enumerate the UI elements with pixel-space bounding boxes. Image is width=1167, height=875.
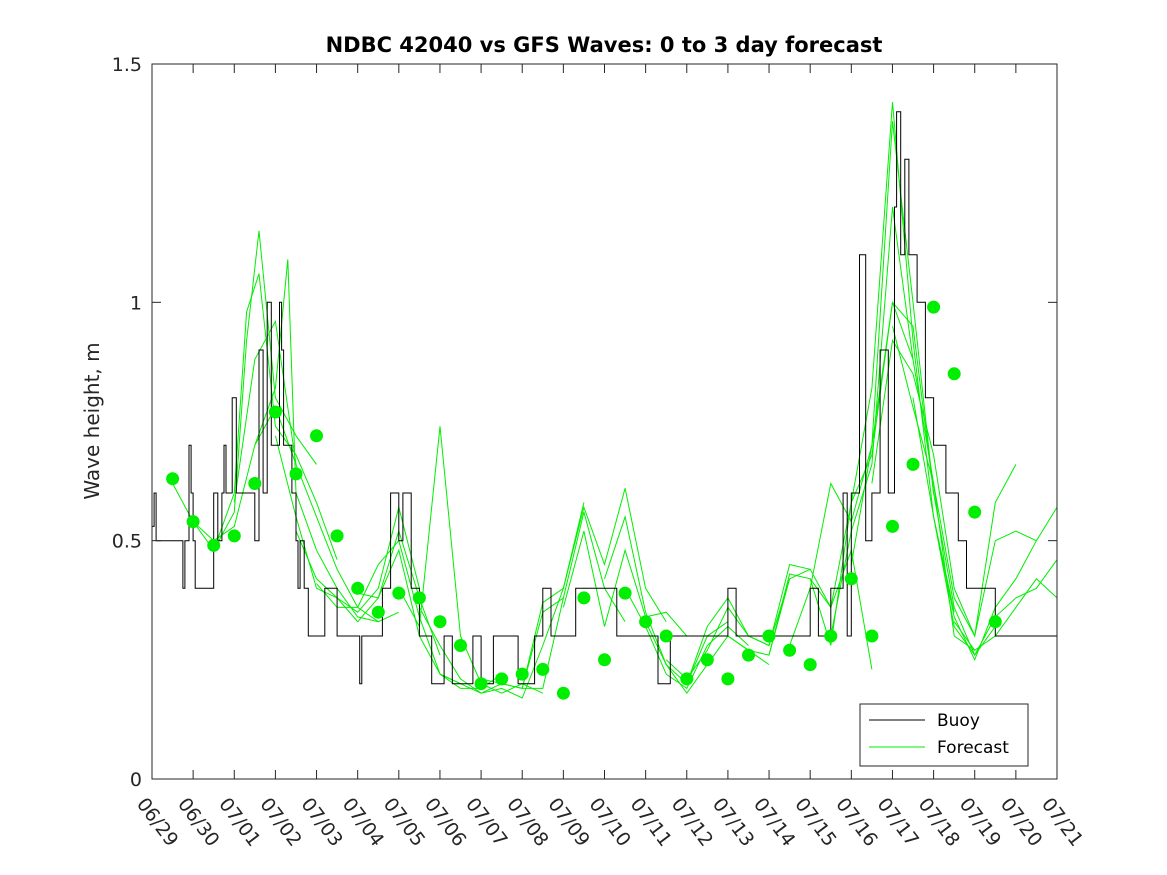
forecast-marker-13 bbox=[412, 591, 426, 605]
forecast-run-line-8 bbox=[316, 539, 461, 685]
forecast-marker-14 bbox=[433, 615, 447, 629]
forecast-marker-38 bbox=[927, 300, 941, 314]
forecast-marker-23 bbox=[618, 586, 632, 600]
forecast-marker-17 bbox=[495, 672, 509, 686]
forecast-marker-39 bbox=[947, 367, 961, 381]
forecast-marker-10 bbox=[351, 581, 365, 595]
forecast-marker-34 bbox=[844, 572, 858, 586]
forecast-run-line-31 bbox=[953, 578, 1058, 651]
y-axis-label: Wave height, m bbox=[80, 342, 104, 499]
forecast-run-line-23 bbox=[789, 121, 935, 646]
legend-buoy-label: Buoy bbox=[937, 711, 980, 731]
forecast-marker-30 bbox=[762, 629, 776, 643]
buoy-series-line bbox=[152, 111, 1057, 685]
forecast-marker-18 bbox=[515, 667, 529, 681]
forecast-marker-2 bbox=[186, 515, 200, 529]
forecast-marker-36 bbox=[886, 519, 899, 533]
forecast-marker-35 bbox=[865, 629, 879, 643]
forecast-marker-4 bbox=[227, 529, 241, 543]
forecast-marker-32 bbox=[803, 658, 817, 672]
forecast-marker-24 bbox=[639, 615, 653, 629]
forecast-marker-33 bbox=[824, 629, 838, 643]
forecast-marker-11 bbox=[371, 605, 385, 619]
y-tick-label: 1 bbox=[130, 292, 142, 314]
y-axis: 0 0.5 1 1.5 bbox=[112, 54, 1057, 791]
forecast-marker-12 bbox=[392, 586, 406, 600]
forecast-run-line-27 bbox=[871, 339, 1017, 638]
forecast-marker-22 bbox=[598, 653, 611, 667]
forecast-marker-26 bbox=[680, 672, 694, 686]
forecast-marker-28 bbox=[721, 672, 735, 686]
legend-forecast-label: Forecast bbox=[937, 738, 1009, 758]
forecast-marker-27 bbox=[700, 653, 714, 667]
forecast-marker-6 bbox=[268, 405, 282, 419]
y-tick-label: 0 bbox=[130, 769, 142, 791]
forecast-marker-3 bbox=[207, 538, 221, 552]
forecast-marker-25 bbox=[659, 629, 673, 643]
forecast-marker-31 bbox=[783, 643, 797, 657]
forecast-marker-29 bbox=[742, 648, 755, 662]
forecast-marker-16 bbox=[474, 677, 488, 691]
forecast-marker-21 bbox=[577, 591, 591, 605]
forecast-run-line-12 bbox=[439, 502, 585, 699]
forecast-run-line-24 bbox=[809, 102, 955, 613]
forecast-marker-41 bbox=[988, 615, 1002, 629]
legend-box bbox=[859, 703, 1029, 767]
forecast-marker-19 bbox=[536, 662, 550, 676]
forecast-marker-40 bbox=[968, 505, 982, 519]
forecast-run-line-15 bbox=[562, 530, 688, 637]
forecast-marker-15 bbox=[454, 639, 467, 652]
forecast-marker-5 bbox=[248, 477, 262, 490]
y-tick-label: 1.5 bbox=[112, 54, 142, 76]
forecast-marker-7 bbox=[289, 467, 303, 481]
legend: Buoy Forecast bbox=[859, 703, 1029, 767]
forecast-marker-9 bbox=[330, 529, 344, 543]
forecast-marker-8 bbox=[310, 429, 323, 443]
plot-area bbox=[152, 102, 1058, 700]
forecast-run-line-6 bbox=[274, 435, 420, 613]
forecast-marker-37 bbox=[906, 457, 920, 471]
forecast-marker-20 bbox=[556, 686, 570, 700]
forecast-run-line-7 bbox=[295, 529, 441, 656]
y-tick-label: 0.5 bbox=[112, 531, 142, 553]
forecast-run-line-13 bbox=[480, 511, 626, 689]
forecast-run-line-4 bbox=[233, 319, 379, 623]
chart-title: NDBC 42040 vs GFS Waves: 0 to 3 day fore… bbox=[326, 33, 883, 57]
forecast-run-line-11 bbox=[418, 597, 564, 694]
forecast-marker-1 bbox=[166, 472, 180, 486]
forecast-run-line-26 bbox=[850, 301, 996, 657]
forecast-run-line-14 bbox=[521, 488, 667, 689]
